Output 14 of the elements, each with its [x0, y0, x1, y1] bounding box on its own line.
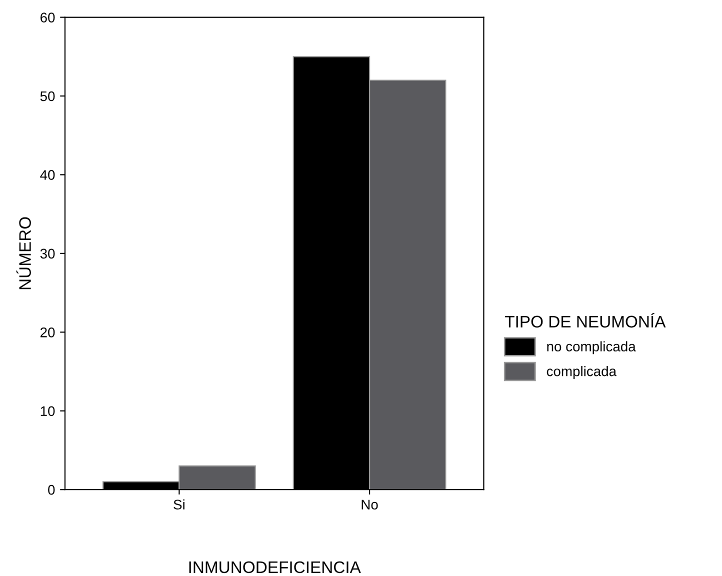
y-tick-label: 50 — [40, 91, 55, 102]
y-axis-title: NÚMERO — [16, 217, 31, 290]
x-tick-label: No — [362, 500, 378, 510]
x-axis-title: INMUNODEFICIENCIA — [189, 561, 361, 574]
y-tick-label: 40 — [40, 170, 55, 180]
y-tick-label: 30 — [40, 248, 55, 259]
y-tick-label: 0 — [48, 484, 55, 495]
legend-title: TIPO DE NEUMONÍA — [504, 312, 666, 328]
y-tick-label: 20 — [40, 327, 55, 338]
legend-label: complicada — [546, 366, 617, 379]
y-tick-label: 60 — [40, 12, 55, 22]
legend-label: no complicada — [547, 341, 636, 354]
x-tick-label: Si — [174, 499, 184, 510]
y-tick-label: 10 — [40, 406, 55, 416]
